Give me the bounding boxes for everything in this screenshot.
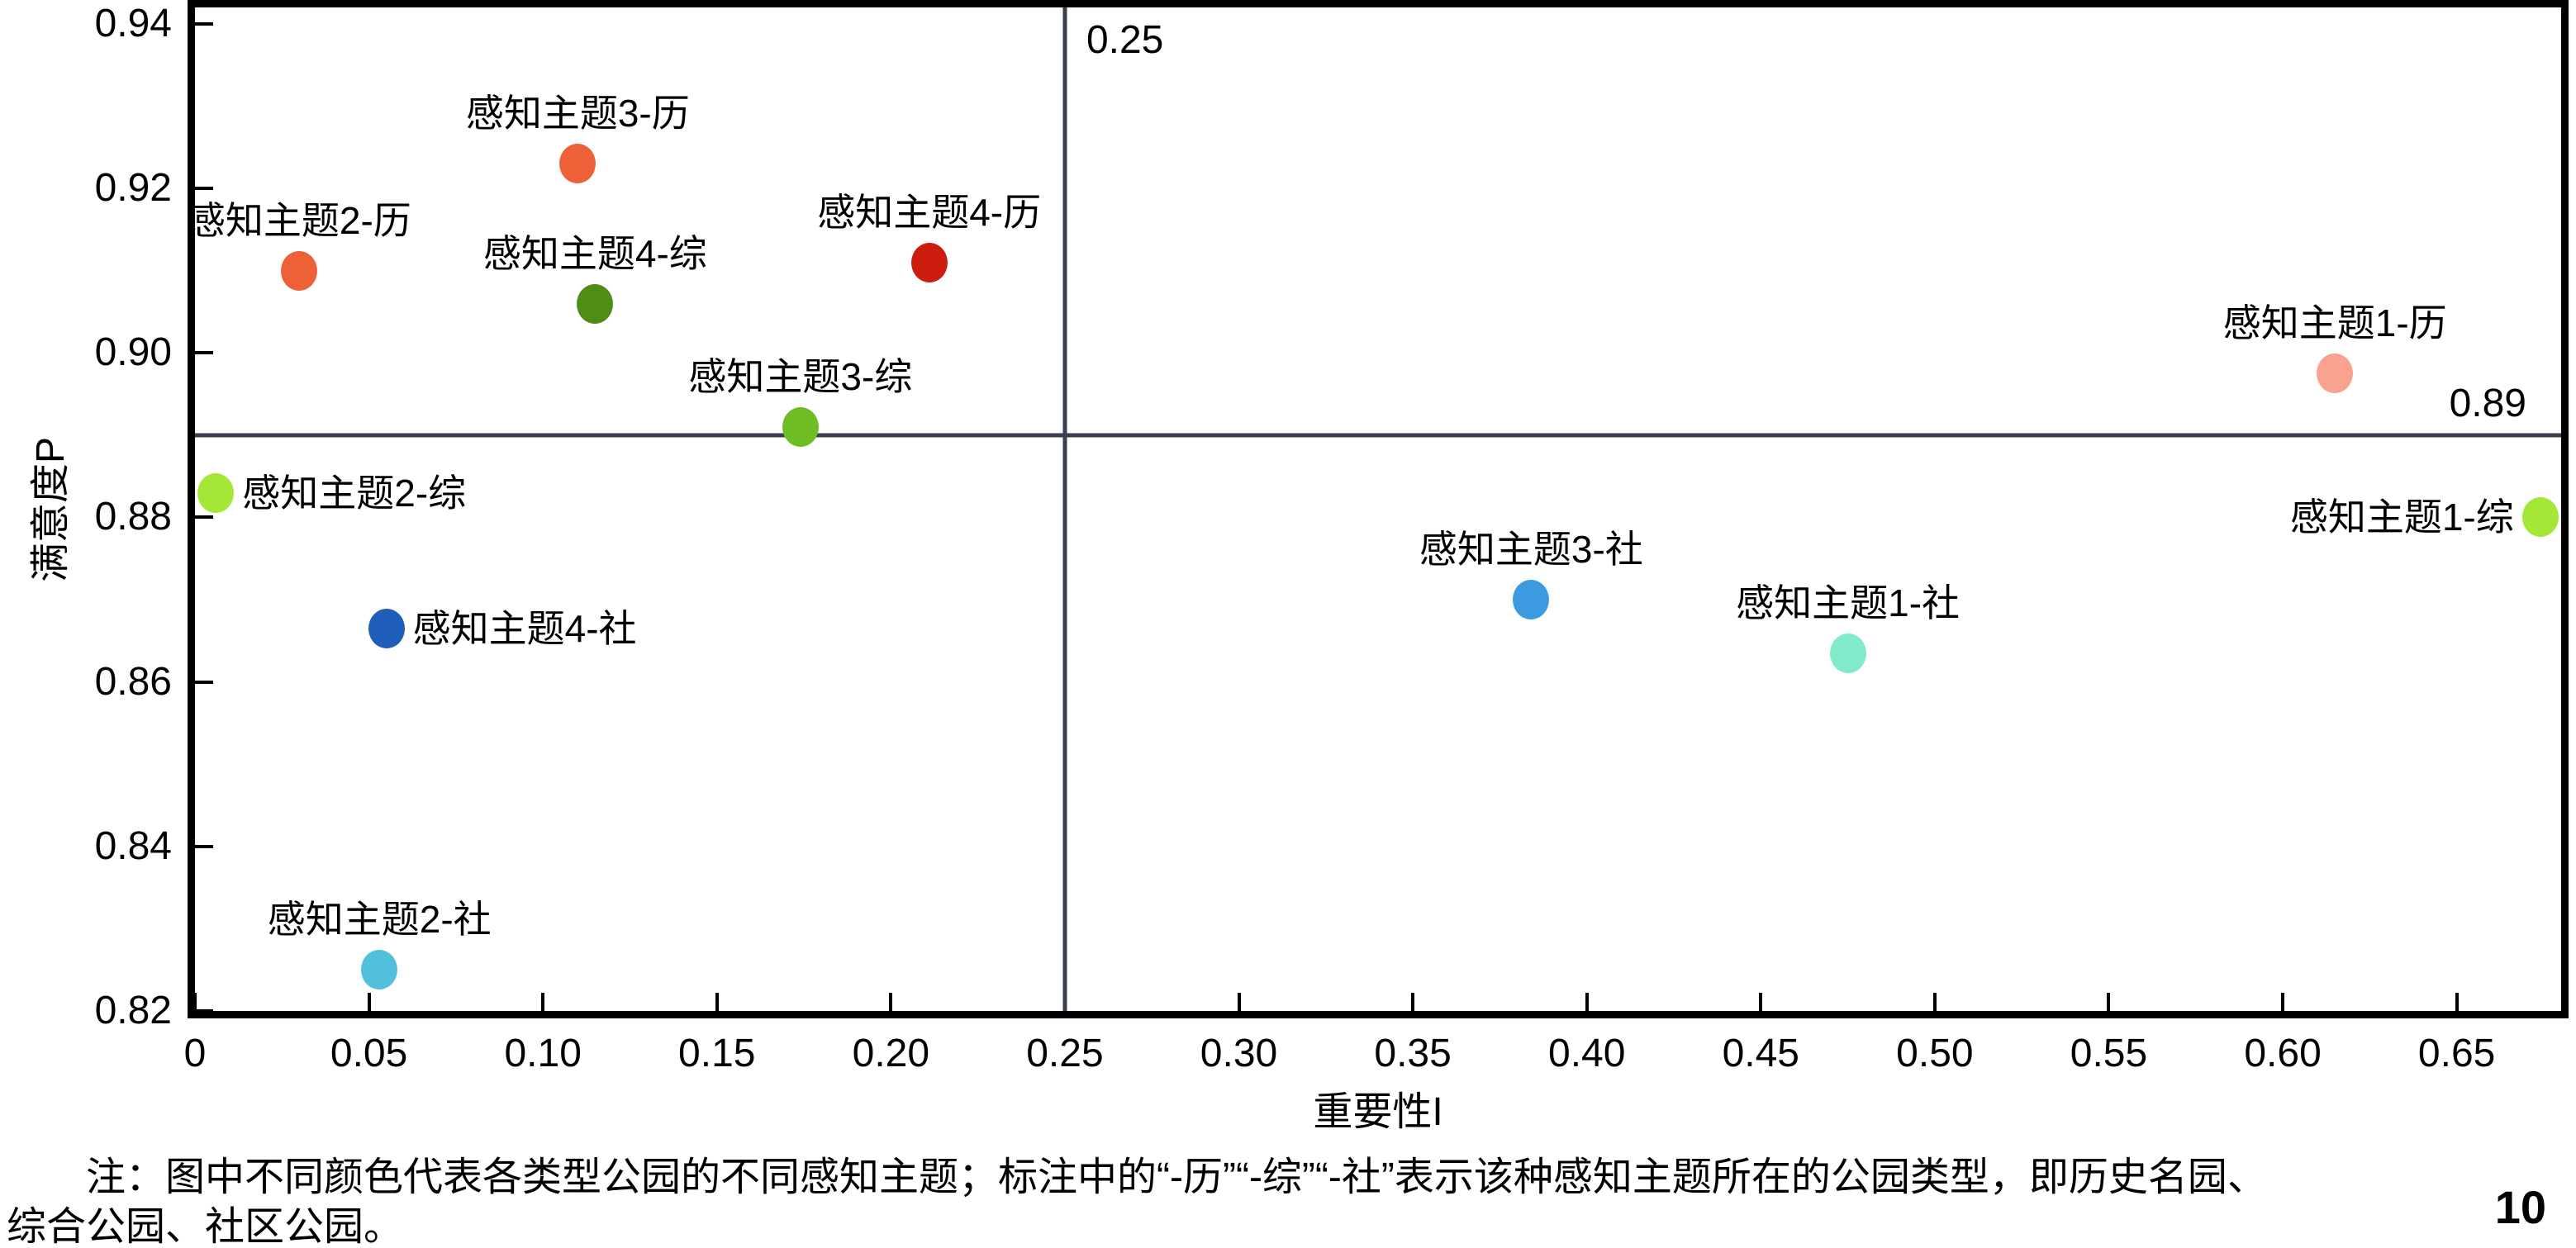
point-label: 感知主题1-综 — [2289, 496, 2514, 539]
y-axis-tick-label: 0.92 — [94, 166, 172, 211]
point-label: 感知主题3-历 — [465, 92, 690, 135]
reference-line-horizontal — [195, 433, 2561, 438]
scatter-point — [782, 406, 819, 447]
reference-line-horizontal-label: 0.89 — [2449, 381, 2526, 425]
point-label: 感知主题2-历 — [187, 198, 411, 242]
y-axis-title: 满意度P — [29, 436, 73, 582]
reference-line-vertical-label: 0.25 — [1086, 18, 1164, 62]
x-axis-tick-label: 0.35 — [1374, 1032, 1452, 1075]
scatter-point — [361, 950, 398, 990]
figure-note-line-2: 综合公园、社区公园。 — [7, 1205, 404, 1248]
x-axis-tick-label: 0.15 — [678, 1032, 756, 1075]
x-axis-tick-label: 0.05 — [330, 1032, 408, 1075]
scatter-point — [559, 144, 596, 184]
x-axis-tick — [1932, 993, 1937, 1011]
x-axis-tick — [715, 993, 719, 1011]
x-axis-tick-label: 0.45 — [1722, 1032, 1799, 1075]
x-axis-tick-label: 0 — [183, 1032, 207, 1075]
x-axis-tick — [1585, 993, 1589, 1011]
scatter-point — [2521, 497, 2559, 538]
scatter-point — [281, 250, 318, 291]
scatter-point — [577, 283, 614, 324]
y-axis-tick-label: 0.94 — [94, 1, 172, 45]
x-axis-tick-label: 0.30 — [1200, 1032, 1278, 1075]
x-axis-title: 重要性I — [1313, 1090, 1443, 1134]
figure-note-line-1: 注：图中不同颜色代表各类型公园的不同感知主题；标注中的“-历”“-综”“-社”表… — [86, 1155, 2267, 1199]
x-axis-tick-label: 0.55 — [2070, 1032, 2148, 1075]
y-axis-tick-label: 0.88 — [94, 495, 172, 539]
y-axis-tick — [195, 21, 213, 26]
point-label: 感知主题2-综 — [242, 471, 467, 515]
point-label: 感知主题4-综 — [482, 231, 707, 275]
scatter-point — [197, 472, 235, 513]
scatter-point — [2317, 354, 2354, 394]
x-axis-tick — [2455, 993, 2459, 1011]
point-label: 感知主题4-历 — [817, 190, 1042, 234]
y-axis-tick-label: 0.90 — [94, 330, 172, 375]
point-label: 感知主题3-社 — [1419, 528, 1643, 572]
x-axis-tick — [2107, 993, 2111, 1011]
y-axis-tick — [195, 351, 213, 355]
x-axis-tick — [2281, 993, 2285, 1011]
x-axis-tick-label: 0.10 — [504, 1032, 582, 1075]
x-axis-tick-label: 0.40 — [1547, 1032, 1626, 1075]
y-axis-tick — [195, 680, 213, 684]
point-label: 感知主题2-社 — [267, 898, 492, 942]
figure-note: 注：图中不同颜色代表各类型公园的不同感知主题；标注中的“-历”“-综”“-社”表… — [7, 1153, 2568, 1248]
page-number: 10 — [2494, 1181, 2546, 1233]
y-axis-tick — [195, 1009, 213, 1013]
scatter-point — [910, 242, 948, 282]
x-axis-tick-label: 0.20 — [852, 1032, 930, 1075]
y-axis-tick — [195, 187, 213, 191]
point-label: 感知主题4-社 — [412, 606, 637, 650]
scatter-point — [368, 608, 405, 648]
reference-line-vertical — [1062, 7, 1067, 1011]
x-axis-tick-label: 0.65 — [2417, 1032, 2496, 1075]
y-axis-tick-label: 0.84 — [94, 823, 172, 868]
x-axis-tick — [1237, 993, 1241, 1011]
x-axis-tick — [1411, 993, 1415, 1011]
point-label: 感知主题1-历 — [2222, 301, 2447, 345]
y-axis-tick — [195, 844, 213, 848]
scatter-point — [1513, 580, 1550, 620]
x-axis-tick-label: 0.50 — [1896, 1032, 1974, 1075]
x-axis-tick — [1759, 993, 1763, 1011]
x-axis-tick — [889, 993, 893, 1011]
point-label: 感知主题3-综 — [688, 354, 913, 398]
x-axis-tick-label: 0.60 — [2244, 1032, 2322, 1075]
plot-area: 0.25 0.89 感知主题2-历 感知主题3-历感知主题4-综 感知主题4-历感知主题… — [188, 7, 2561, 1013]
plot-frame — [188, 0, 2569, 1018]
y-axis-tick-label: 0.86 — [94, 659, 172, 704]
x-axis-tick-label: 0.25 — [1026, 1032, 1104, 1075]
y-axis-tick — [195, 515, 213, 520]
scatter-point — [1829, 633, 1866, 673]
y-axis-tick-label: 0.82 — [94, 989, 172, 1032]
x-axis-tick — [193, 993, 197, 1011]
x-axis-tick — [367, 993, 371, 1011]
x-axis-tick — [541, 993, 545, 1011]
point-label: 感知主题1-社 — [1736, 581, 1961, 624]
